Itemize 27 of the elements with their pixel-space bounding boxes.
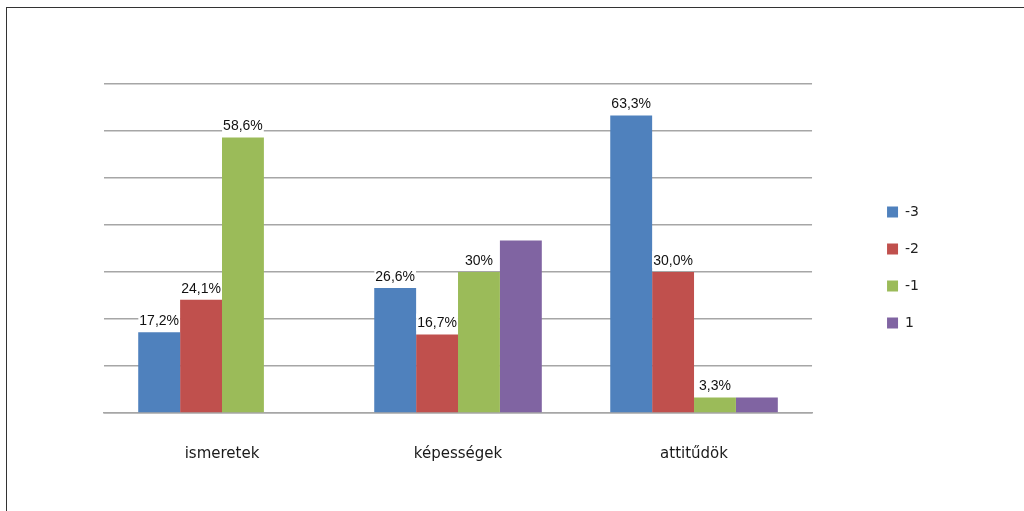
data-label: 24,1%	[181, 279, 221, 296]
data-label: 16,7%	[417, 314, 457, 331]
legend-label: 1	[905, 313, 914, 330]
bar	[652, 272, 695, 413]
bar	[735, 397, 778, 413]
data-label: 3,3%	[699, 377, 731, 394]
data-label: 58,6%	[223, 117, 263, 134]
x-tick-label: ismeretek	[184, 443, 260, 462]
bar	[222, 137, 264, 413]
x-tick-label: képességek	[413, 443, 503, 462]
legend-label: -1	[905, 276, 920, 293]
legend-label: -2	[905, 239, 920, 256]
x-tick-label: attitűdök	[660, 443, 729, 462]
data-label: 17,2%	[139, 312, 180, 329]
legend-label: -3	[905, 202, 920, 219]
bar	[694, 397, 736, 413]
data-label: 63,3%	[611, 95, 652, 112]
bar	[374, 287, 417, 413]
bar	[138, 332, 181, 413]
bar	[180, 299, 223, 413]
bar	[458, 272, 500, 413]
data-label: 26,6%	[375, 267, 416, 284]
data-label: 30%	[464, 251, 493, 268]
bar	[499, 240, 542, 413]
data-label: 30,0%	[653, 251, 693, 268]
bar	[416, 334, 459, 413]
bar	[610, 115, 653, 413]
